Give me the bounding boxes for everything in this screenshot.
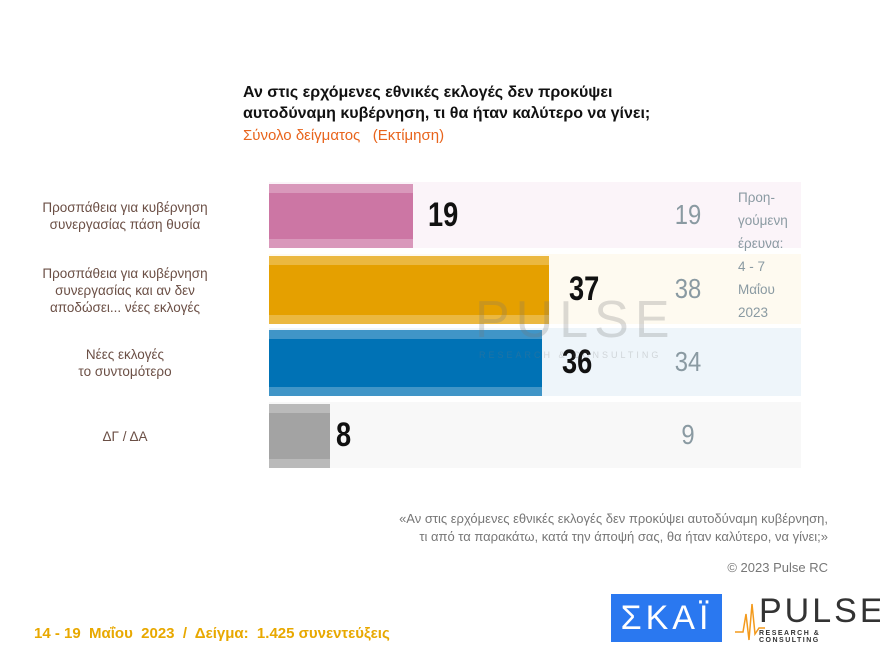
skai-logo-text: ΣΚΑΪ [620, 599, 713, 637]
pulse-watermark: PULSE RESEARCH & CONSULTING [445, 290, 676, 360]
watermark-sub: RESEARCH & CONSULTING [479, 350, 662, 360]
category-label: Νέες εκλογές το συντομότερο [15, 346, 235, 380]
bar [269, 330, 542, 396]
bar-highlight [269, 387, 542, 396]
category-label-line: συνεργασίας πάση θυσία [49, 217, 201, 232]
bar-highlight [269, 404, 330, 413]
previous-note-line: 4 - 7 [738, 259, 766, 274]
category-label-line: Νέες εκλογές [85, 347, 165, 362]
previous-note-line: γούμενη [738, 213, 788, 228]
category-label-line: το συντομότερο [78, 364, 172, 379]
category-label-line: Προσπάθεια για κυβέρνηση [42, 200, 208, 215]
pulse-logo-text: PULSE [759, 592, 880, 630]
copyright: © 2023 Pulse RC [727, 560, 828, 575]
chart-title: Αν στις ερχόμενες εθνικές εκλογές δεν πρ… [243, 82, 723, 124]
value-label: 8 [335, 416, 351, 454]
category-label: Προσπάθεια για κυβέρνηση συνεργασίας πάση… [15, 199, 235, 233]
title-line: Αν στις ερχόμενες εθνικές εκλογές δεν πρ… [243, 84, 613, 101]
pulse-logo-sub: RESEARCH & CONSULTING [759, 630, 821, 644]
skai-logo: ΣΚΑΪ [611, 594, 722, 642]
previous-note-line: Προη- [738, 190, 775, 205]
category-label: Προσπάθεια για κυβέρνηση συνεργασίας και … [15, 265, 235, 316]
value-label: 19 [428, 196, 459, 234]
value-label: 36 [561, 343, 593, 381]
category-label-line: αποδώσει... νέες εκλογές [50, 299, 200, 315]
bar [269, 256, 550, 324]
value-label: 37 [569, 270, 600, 308]
previous-value-label: 34 [674, 346, 702, 377]
previous-survey-note: Προη-γούμενη έρευνα: 4 - 7 Μαΐου 2023 [738, 186, 788, 324]
bar [269, 184, 414, 248]
row-background [269, 402, 801, 468]
previous-note-line: 2023 [738, 305, 769, 320]
quote-line: «Αν στις ερχόμενες εθνικές εκλογές δεν π… [399, 511, 828, 526]
bar-highlight [269, 330, 542, 339]
title-line: αυτοδύναμη κυβέρνηση, τι θα ήταν καλύτερ… [243, 105, 651, 122]
category-label: ΔΓ / ΔΑ [15, 428, 235, 445]
previous-value-label: 19 [674, 199, 702, 230]
category-label-line: Προσπάθεια για κυβέρνηση [42, 265, 208, 281]
bar-highlight [269, 184, 414, 193]
bar-highlight [269, 459, 330, 468]
bar [269, 404, 330, 468]
pulse-wave-icon [735, 603, 765, 641]
question-quote: «Αν στις ερχόμενες εθνικές εκλογές δεν π… [399, 510, 828, 546]
previous-note-line: Μαΐου [738, 282, 775, 297]
pulse-logo: PULSE RESEARCH & CONSULTING [735, 592, 880, 644]
bar-highlight [269, 315, 550, 324]
quote-line: τι από τα παρακάτω, κατά την άποψή σας, … [419, 529, 828, 544]
footer-sample-info: 14 - 19 Μαΐου 2023 / Δείγμα: 1.425 συνεν… [34, 625, 390, 642]
previous-note-line: έρευνα: [738, 236, 784, 251]
previous-value-label: 38 [674, 273, 702, 304]
chart-subtitle: Σύνολο δείγματος (Εκτίμηση) [243, 127, 445, 144]
category-label-line: ΔΓ / ΔΑ [102, 428, 148, 444]
category-label-line: συνεργασίας και αν δεν [55, 282, 195, 298]
bar-highlight [269, 256, 550, 265]
watermark-text: PULSE [475, 291, 676, 349]
previous-value-label: 9 [681, 419, 695, 450]
bar-highlight [269, 239, 414, 248]
